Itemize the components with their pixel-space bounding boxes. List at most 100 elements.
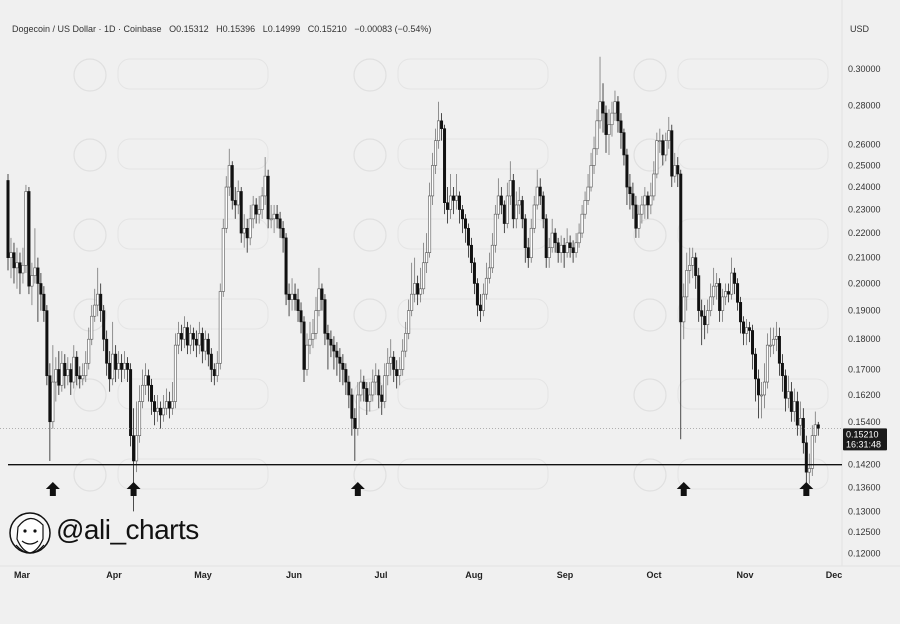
candle-down — [167, 401, 171, 409]
candle-up — [586, 186, 590, 201]
watermark-mark — [677, 378, 829, 410]
candle-up — [410, 293, 414, 311]
candle-down — [676, 165, 680, 175]
x-tick-label: Sep — [557, 570, 574, 580]
candle-up — [135, 435, 139, 462]
candle-up — [188, 333, 192, 346]
candle-down — [646, 195, 650, 206]
y-tick-label: 0.13600 — [848, 483, 881, 493]
watermark-layer — [73, 58, 829, 492]
time-axis[interactable]: Mar Apr May Jun Jul Aug Sep Oct Nov Dec — [14, 570, 842, 580]
candle-up — [559, 244, 563, 253]
candle-down — [108, 362, 112, 380]
candle-up — [215, 362, 219, 377]
candle-up — [565, 242, 569, 253]
price-tag-price: 0.15210 — [846, 429, 879, 439]
candle-down — [634, 204, 638, 229]
watermark-mark — [677, 58, 829, 90]
candle-up — [54, 369, 58, 383]
candle-up — [51, 381, 55, 423]
candle-up — [786, 391, 790, 399]
candle-down — [520, 200, 524, 220]
candle-down — [748, 327, 752, 331]
candle-down — [341, 362, 345, 370]
candle-up — [454, 195, 458, 201]
candle-down — [733, 272, 737, 284]
candle-up — [592, 148, 596, 166]
candle-up — [496, 195, 500, 215]
candle-down — [457, 195, 461, 210]
candle-down — [416, 283, 420, 295]
price-axis[interactable]: 0.30000 0.28000 0.26000 0.25000 0.24000 0.230… — [848, 64, 881, 559]
candle-up — [356, 394, 360, 429]
candle-up — [173, 344, 177, 402]
candle-up — [221, 227, 225, 292]
watermark-face-icon — [633, 58, 667, 92]
price-tag: 0.15210 16:31:48 — [843, 428, 887, 451]
candle-down — [233, 200, 237, 206]
candle-down — [475, 283, 479, 306]
candle-up — [141, 384, 145, 402]
candle-down — [631, 193, 635, 206]
watermark-mark — [397, 298, 549, 330]
candle-up — [798, 418, 802, 426]
candle-up — [308, 338, 312, 346]
candle-up — [72, 356, 76, 383]
candle-down — [18, 262, 22, 274]
candle-down — [302, 321, 306, 370]
candle-up — [248, 218, 252, 239]
candle-down — [48, 375, 52, 423]
candle-up — [774, 335, 778, 340]
candle-up — [535, 186, 539, 206]
candle-up — [84, 362, 88, 377]
candle-up — [33, 267, 37, 276]
candle-up — [30, 275, 34, 287]
candle-up — [437, 120, 441, 141]
candle-down — [619, 120, 623, 133]
y-tick-label: 0.12000 — [848, 549, 881, 559]
candle-down — [120, 362, 124, 370]
candle-up — [314, 310, 318, 334]
candle-down — [538, 186, 542, 197]
candle-up — [449, 195, 453, 210]
candle-down — [326, 333, 330, 340]
candle-down — [245, 227, 249, 239]
watermark-mark — [397, 138, 549, 170]
candle-down — [36, 267, 40, 284]
candle-down — [499, 195, 503, 206]
candle-down — [452, 195, 456, 201]
y-tick-label: 0.13000 — [848, 506, 881, 516]
watermark-face-icon — [633, 378, 667, 412]
candle-up — [706, 310, 710, 326]
y-tick-label: 0.28000 — [848, 100, 881, 110]
candle-down — [365, 388, 369, 402]
candle-down — [795, 401, 799, 426]
symbol-title[interactable]: Dogecoin / US Dollar · 1D · Coinbase — [12, 24, 162, 34]
candle-up — [712, 285, 716, 298]
candle-up — [807, 468, 811, 473]
candle-up — [21, 264, 25, 274]
candle-up — [682, 296, 686, 323]
candle-up — [652, 173, 656, 197]
candle-up — [685, 270, 689, 298]
candle-up — [407, 310, 411, 334]
currency-label[interactable]: USD — [850, 24, 870, 34]
y-tick-label: 0.25000 — [848, 160, 881, 170]
candle-up — [164, 401, 168, 409]
candle-up — [691, 257, 695, 266]
candle-up — [610, 112, 614, 126]
candle-up — [317, 288, 321, 311]
candle-up — [580, 213, 584, 234]
y-tick-label: 0.16200 — [848, 390, 881, 400]
ohlc-low: L0.14999 — [262, 24, 301, 34]
candle-down — [69, 369, 73, 383]
candle-down — [780, 362, 784, 377]
candle-down — [254, 204, 258, 215]
candle-up — [156, 407, 160, 412]
candle-down — [466, 227, 470, 246]
watermark-face-icon — [353, 458, 387, 492]
candle-up — [123, 362, 127, 370]
candles — [6, 56, 820, 512]
candle-up — [688, 264, 692, 271]
